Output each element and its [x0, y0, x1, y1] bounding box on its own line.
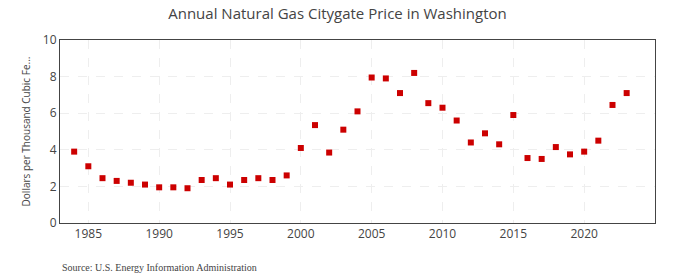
svg-text:2005: 2005 — [358, 225, 386, 242]
svg-text:1985: 1985 — [75, 225, 103, 242]
svg-text:0: 0 — [50, 214, 57, 231]
svg-text:2000: 2000 — [287, 225, 315, 242]
svg-text:10: 10 — [43, 31, 57, 48]
svg-text:2020: 2020 — [570, 225, 598, 242]
svg-text:2: 2 — [50, 178, 57, 195]
svg-text:Source: U.S. Energy Informatio: Source: U.S. Energy Information Administ… — [62, 262, 257, 273]
svg-text:Annual Natural Gas Citygate Pr: Annual Natural Gas Citygate Price in Was… — [168, 3, 507, 23]
svg-text:2010: 2010 — [429, 225, 457, 242]
svg-text:Dollars per Thousand Cubic Fe.: Dollars per Thousand Cubic Fe... — [19, 57, 33, 207]
svg-text:1990: 1990 — [145, 225, 173, 242]
svg-text:1995: 1995 — [216, 225, 244, 242]
svg-text:4: 4 — [50, 141, 57, 158]
svg-text:6: 6 — [50, 104, 57, 121]
svg-text:2015: 2015 — [500, 225, 528, 242]
svg-text:8: 8 — [50, 68, 57, 85]
